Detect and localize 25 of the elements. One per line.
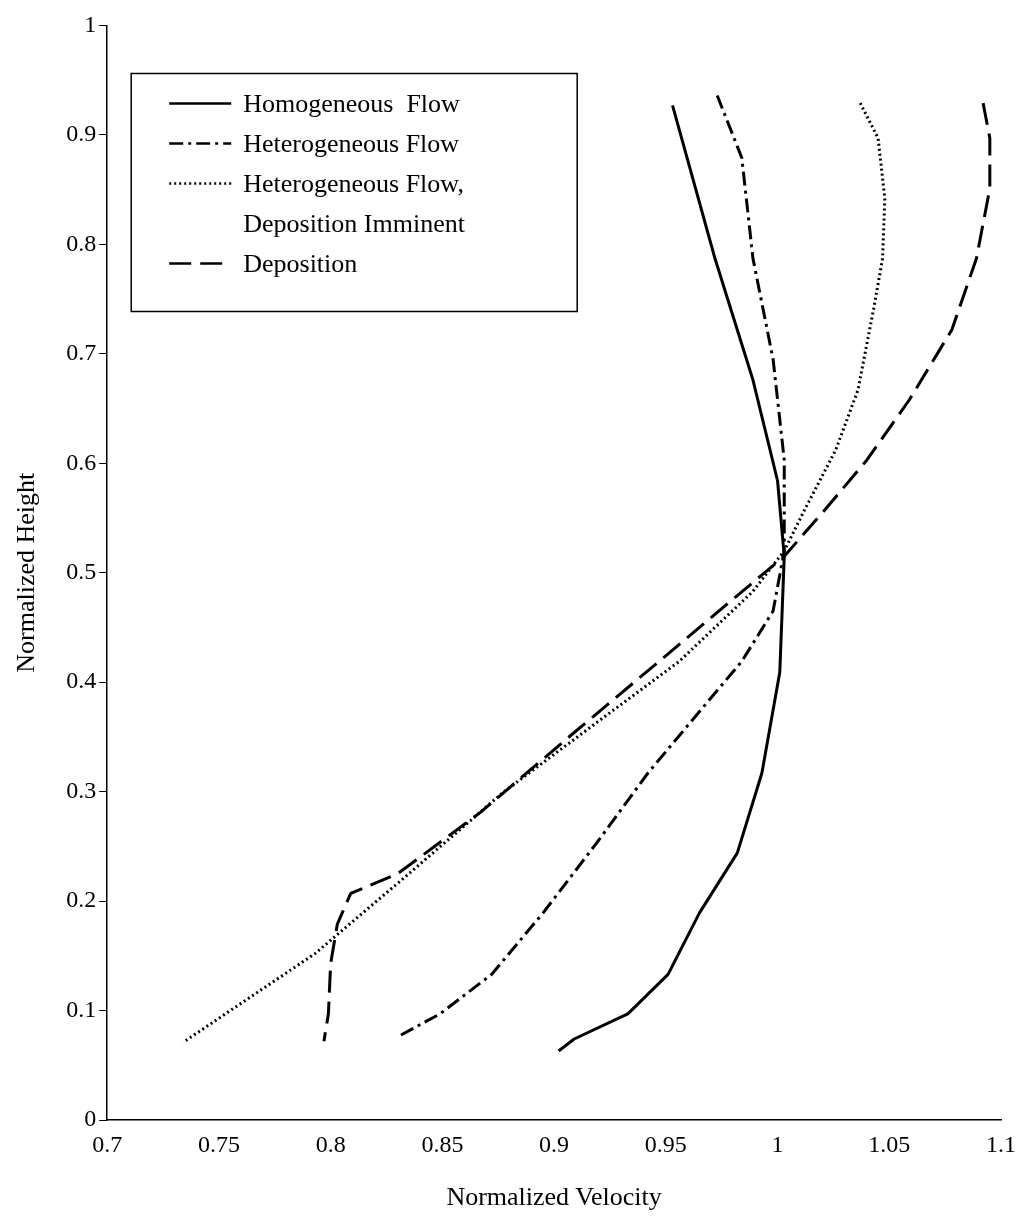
y-tick-label: 0.2 bbox=[66, 886, 97, 913]
legend-label: Heterogeneous Flow bbox=[243, 129, 460, 159]
y-tick-label: 0.5 bbox=[66, 558, 97, 584]
y-tick-label: 0.4 bbox=[66, 667, 97, 694]
y-axis-title: Normalized Height bbox=[11, 471, 41, 673]
x-tick-label: 0.9 bbox=[539, 1130, 570, 1157]
y-tick-label: 0.3 bbox=[66, 776, 97, 803]
x-tick-label: 1 bbox=[771, 1130, 784, 1157]
x-tick-label: 1.1 bbox=[986, 1130, 1016, 1157]
x-tick-label: 0.85 bbox=[421, 1130, 464, 1157]
y-tick-label: 0.9 bbox=[66, 120, 97, 147]
y-tick-label: 1 bbox=[84, 10, 97, 37]
x-axis-title: Normalized Velocity bbox=[446, 1182, 662, 1212]
y-tick-label: 0.7 bbox=[66, 339, 97, 366]
x-tick-label: 1.05 bbox=[868, 1130, 911, 1157]
y-tick-label: 0.1 bbox=[66, 995, 97, 1022]
y-tick-label: 0.6 bbox=[66, 448, 97, 475]
y-tick-label: 0.8 bbox=[66, 229, 97, 256]
legend-label: Homogeneous Flow bbox=[243, 89, 461, 119]
legend-label: Deposition bbox=[243, 249, 358, 279]
x-tick-label: 0.8 bbox=[315, 1130, 346, 1157]
x-tick-label: 0.75 bbox=[197, 1130, 240, 1157]
x-tick-label: 0.95 bbox=[644, 1130, 687, 1157]
y-tick-label: 0 bbox=[84, 1105, 97, 1132]
legend-label: Heterogeneous Flow, Deposition Imminent bbox=[243, 169, 466, 239]
